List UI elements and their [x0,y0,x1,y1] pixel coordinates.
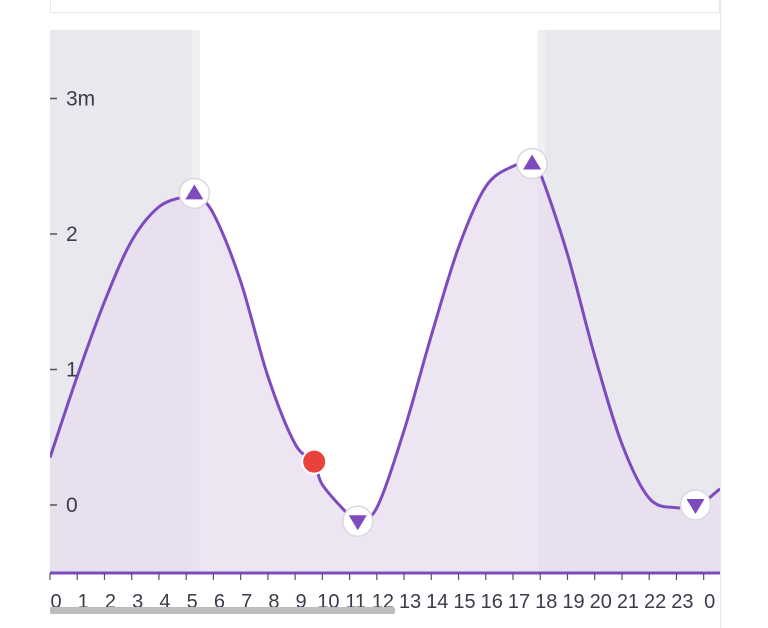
current-tide-dot [301,448,328,475]
low-tide-triangle-icon [686,499,705,514]
x-tick-label: 0 [50,591,61,613]
y-tick-label: 1 [66,359,78,382]
x-tick-label: 7 [241,591,252,613]
x-tick-label: 16 [481,591,503,613]
x-tick-label: 2 [105,591,116,613]
x-tick-label: 0 [704,591,715,613]
x-tick-label: 5 [187,591,198,613]
x-tick-label: 22 [644,591,666,613]
horizontal-scrollbar-thumb[interactable] [50,607,395,614]
extreme-markers [178,147,712,538]
x-tick-label: 20 [590,591,612,613]
high-tide-marker [516,147,548,180]
y-tick-label: 3m [66,88,95,111]
x-tick-label: 19 [562,591,584,613]
tide-fill [50,162,720,573]
x-tick-label: 17 [508,591,530,613]
top-panel [50,0,720,13]
low-tide-marker [342,505,374,538]
y-tick-label: 0 [66,494,78,517]
low-tide-marker [679,489,712,521]
y-tick-label: 2 [66,223,78,246]
x-tick-label: 13 [399,591,421,613]
x-tick-label: 21 [617,591,639,613]
right-divider [720,0,721,628]
x-tick-label: 3 [132,591,143,613]
low-tide-triangle-icon [348,515,367,531]
x-tick-label: 23 [671,591,693,613]
x-tick-label: 14 [426,591,448,613]
x-tick-label: 15 [453,591,475,613]
high-tide-triangle-icon [185,184,204,200]
x-tick-label: 8 [268,591,279,613]
x-tick-label: 1 [78,591,89,613]
current-tide [301,448,328,475]
x-tick-label: 6 [214,591,225,613]
x-tick-label: 18 [535,591,557,613]
x-tick-label: 4 [159,591,170,613]
y-axis: 0 1 2 3m [50,88,95,517]
high-tide-triangle-icon [523,154,542,170]
high-tide-marker [178,177,211,210]
x-tick-label: 9 [296,591,307,613]
